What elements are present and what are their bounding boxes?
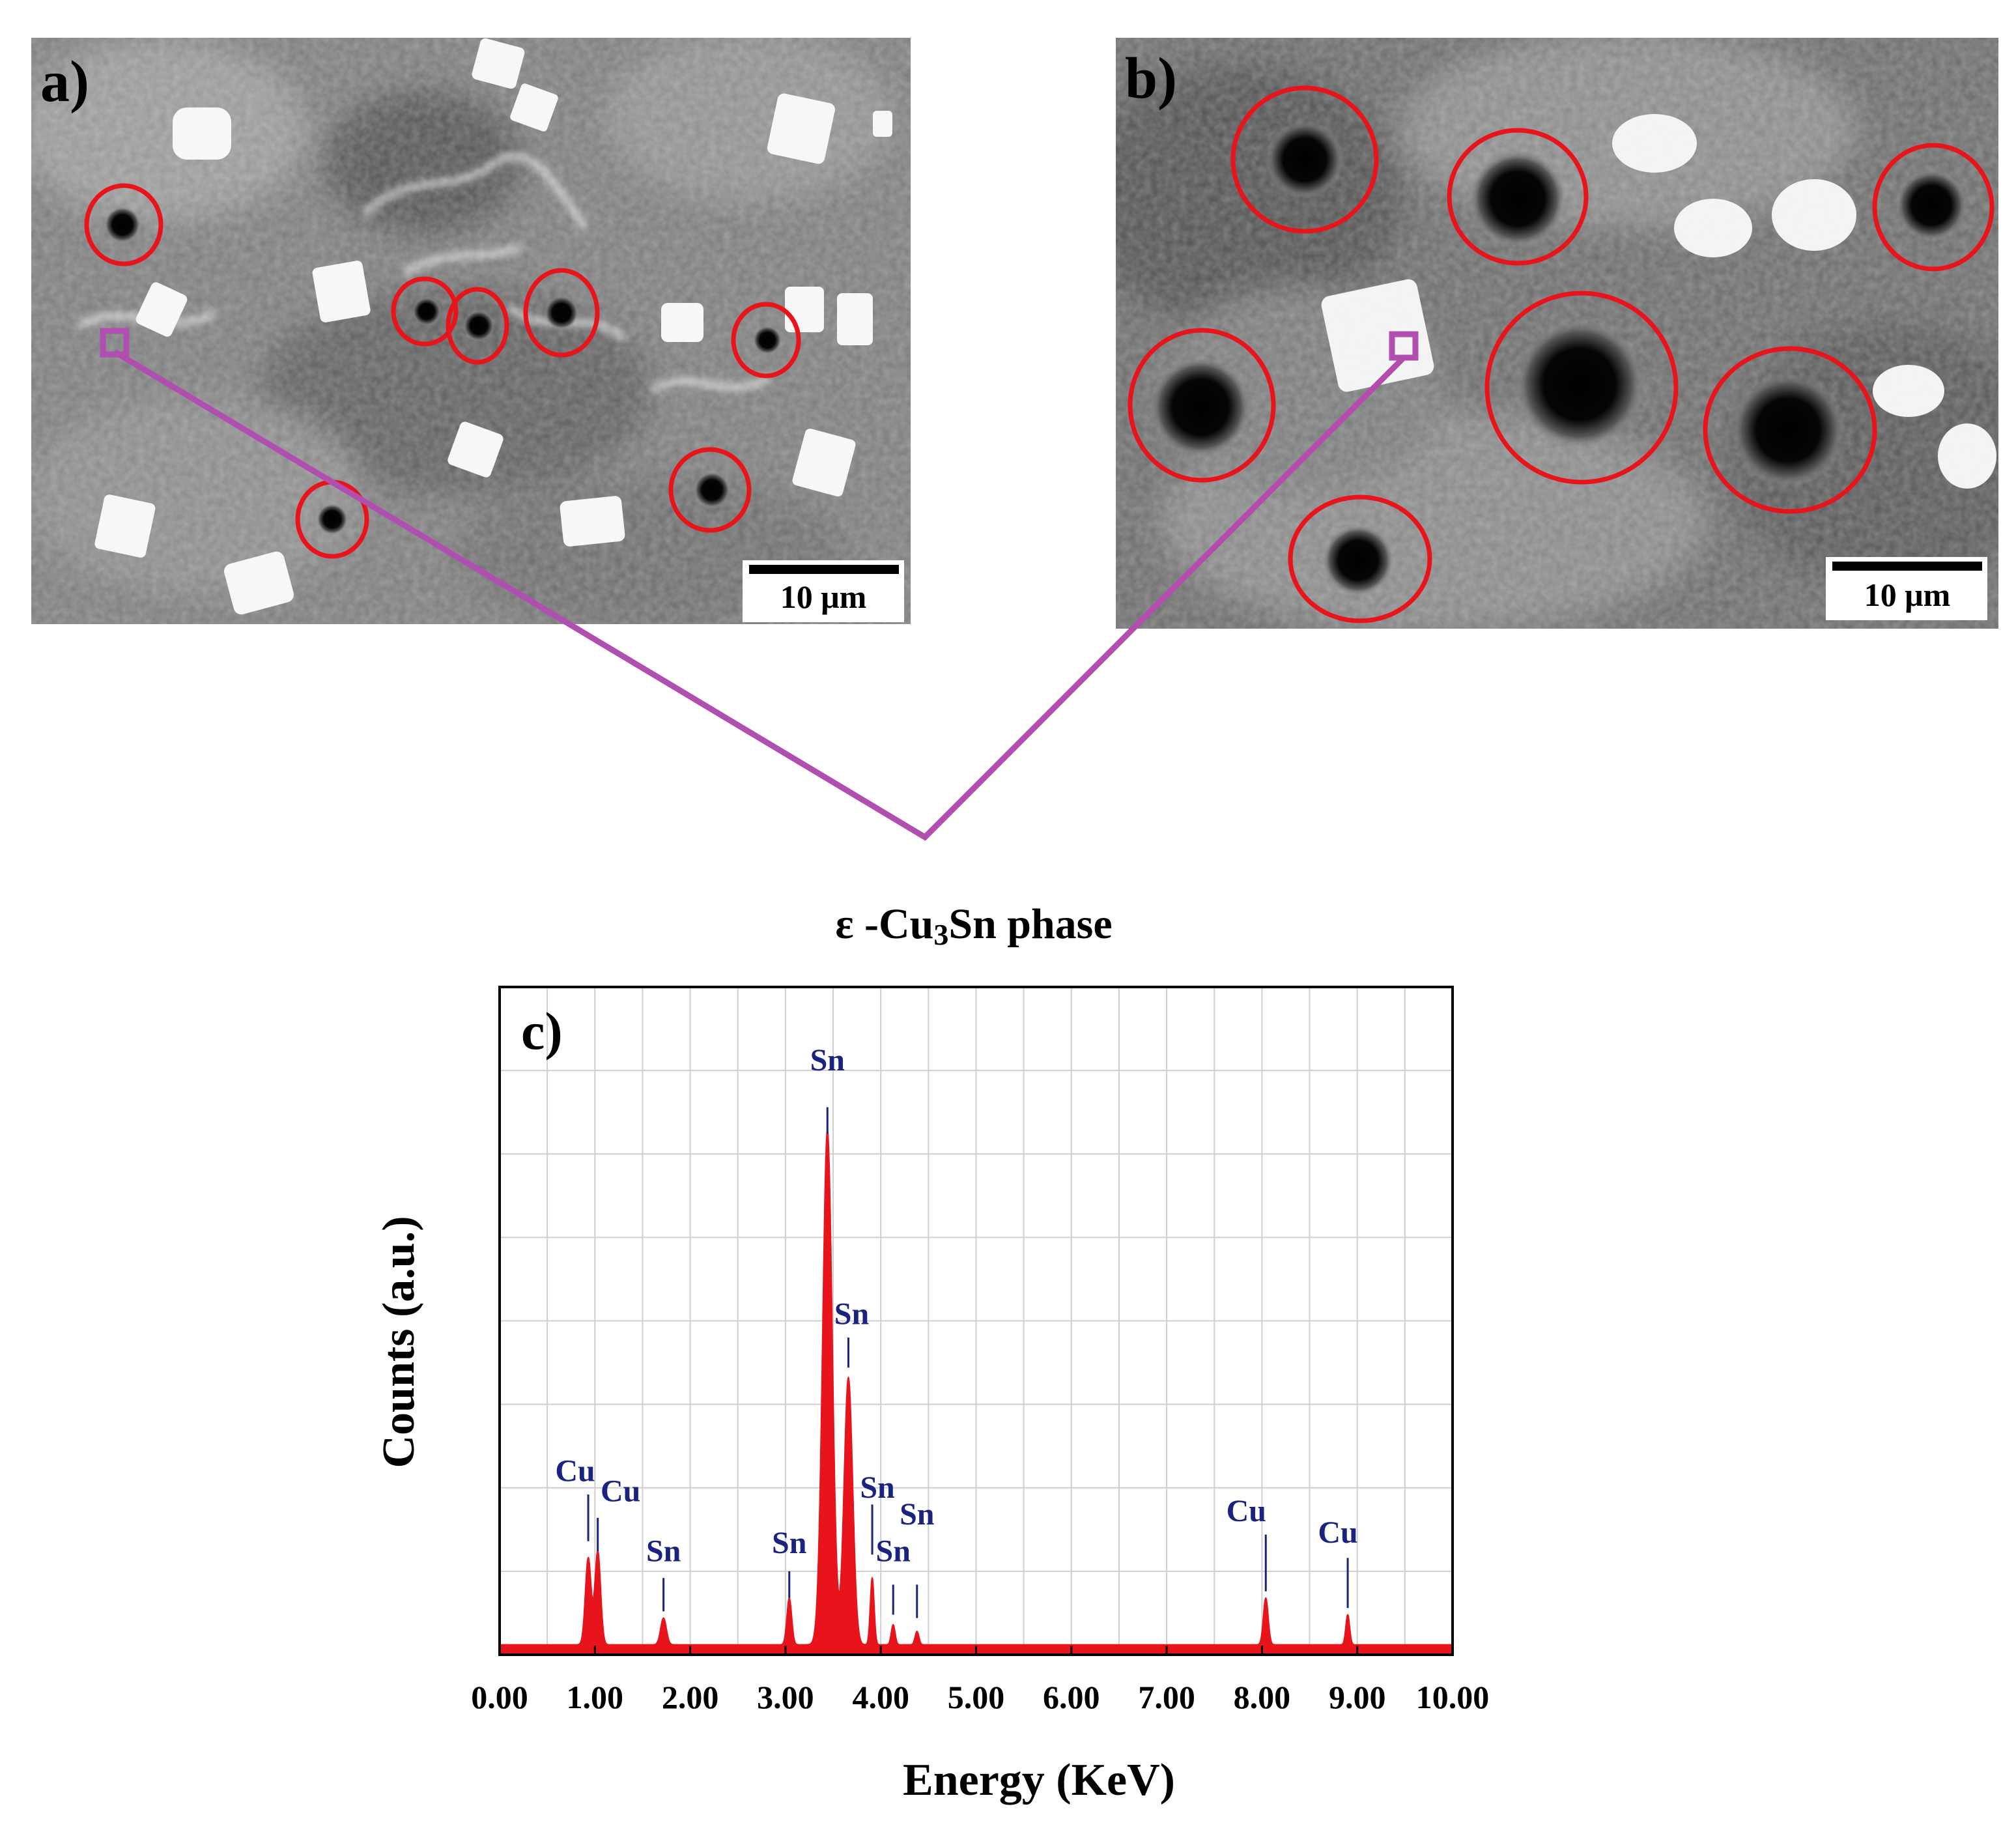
- peak-label: Sn: [646, 1534, 681, 1569]
- chart-grid: [500, 987, 1453, 1655]
- peak-label: Cu: [555, 1454, 595, 1489]
- spectrum-trace: [499, 1128, 1453, 1655]
- x-tick-label: 1.00: [567, 1679, 624, 1715]
- panel-a-scale-bar: [749, 565, 899, 574]
- peak-label: Cu: [1227, 1494, 1266, 1528]
- peak-label: Sn: [900, 1497, 934, 1532]
- y-axis-title: Counts (a.u.): [374, 1216, 424, 1468]
- panel-b-scale-bar: [1832, 562, 1982, 571]
- x-tick-label: 5.00: [948, 1679, 1005, 1715]
- x-tick-label: 6.00: [1043, 1679, 1100, 1715]
- peak-label: Sn: [772, 1526, 806, 1560]
- x-tick-label: 10.00: [1416, 1679, 1490, 1715]
- panel-a-scale-label: 10 μm: [780, 579, 867, 615]
- x-tick-label: 4.00: [852, 1679, 909, 1715]
- panel-b-label: b): [1125, 46, 1177, 111]
- x-tick-label: 3.00: [757, 1679, 814, 1715]
- panel-a-pores: [104, 207, 782, 535]
- x-tick-label: 0.00: [471, 1679, 528, 1715]
- panel-a-label: a): [40, 50, 89, 114]
- panel-b-pores: [1150, 121, 1967, 596]
- x-tick-label: 2.00: [662, 1679, 719, 1715]
- peak-label: Cu: [601, 1474, 640, 1508]
- panel-a-pore-circles: [84, 183, 801, 559]
- leader-polyline: [113, 349, 1406, 841]
- panel-a-micrograph: [31, 38, 911, 624]
- panel-b-micrograph: [1116, 38, 1998, 629]
- peak-label: Sn: [810, 1043, 845, 1078]
- phase-leader-lines: [100, 328, 1419, 841]
- phase-caption: ε -Cu3Sn phase: [835, 900, 1112, 951]
- x-tick-label: 7.00: [1138, 1679, 1195, 1715]
- x-axis-ticks: 0.00 1.00 2.00 3.00 4.00 5.00 6.00 7.00 8.00 9.00…: [471, 1646, 1489, 1715]
- panel-c-label: c): [521, 1001, 563, 1061]
- panel-b-scale-label: 10 μm: [1864, 577, 1951, 613]
- peak-label: Cu: [1318, 1515, 1357, 1550]
- peak-label: Sn: [834, 1297, 869, 1332]
- peak-label: Sn: [876, 1534, 911, 1569]
- panel-b-pore-circles: [1128, 85, 1995, 623]
- x-tick-label: 9.00: [1329, 1679, 1386, 1715]
- x-tick-label: 8.00: [1234, 1679, 1291, 1715]
- peak-label: Sn: [860, 1470, 894, 1505]
- x-axis-title: Energy (KeV): [903, 1755, 1175, 1805]
